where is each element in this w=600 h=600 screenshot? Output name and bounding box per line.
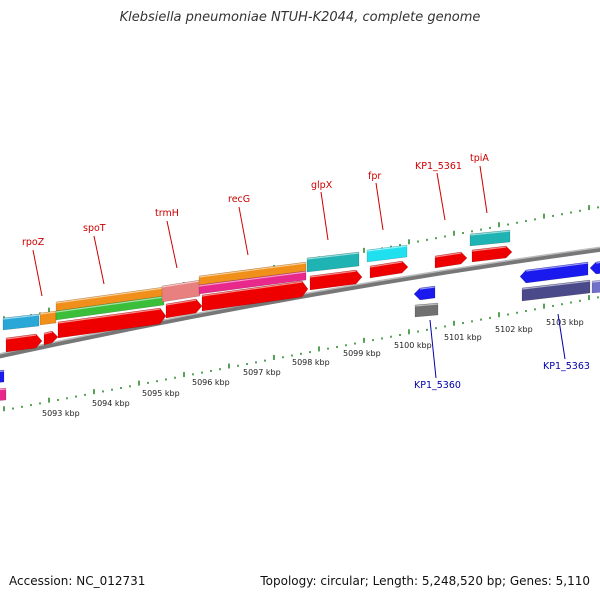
scale-tick-label: 5099 kbp: [343, 349, 381, 358]
gene-arrow: [519, 261, 589, 284]
feature-box: [0, 387, 7, 401]
gene-label: trmH: [155, 208, 179, 219]
scale-tick-label: 5101 kbp: [444, 333, 482, 342]
feature-box: [414, 302, 439, 318]
gene-arrow: [43, 330, 59, 346]
feature-box: [521, 279, 591, 302]
feature-box: [366, 244, 408, 263]
feature-box: [39, 310, 57, 326]
gene-labels: rpoZ spoT trmH recG glpX fpr KP1_5361 tpiA KP1_5…: [22, 153, 590, 391]
gene-label: KP1_5360: [414, 380, 461, 391]
gene-arrow: [589, 261, 600, 275]
gene-arrow: [57, 307, 167, 339]
gene-arrow: [0, 369, 5, 383]
scale-tick-label: 5094 kbp: [92, 399, 130, 408]
gene-label: recG: [228, 194, 250, 205]
scale-tick-label: 5100 kbp: [394, 341, 432, 350]
map-title: Klebsiella pneumoniae NTUH-K2044, comple…: [119, 10, 481, 25]
feature-box: [591, 280, 600, 294]
feature-box: [306, 251, 360, 273]
inner-dot-track: [3, 295, 599, 412]
gene-label: glpX: [311, 180, 333, 191]
gene-label: tpiA: [470, 153, 489, 164]
scale-tick-label: 5095 kbp: [142, 389, 180, 398]
feature-box: [55, 295, 165, 321]
genome-summary-text: Topology: circular; Length: 5,248,520 bp…: [260, 574, 590, 588]
gene-arrow: [5, 333, 43, 353]
feature-tracks: [0, 229, 600, 401]
scale-ticks: 5093 kbp 5094 kbp 5095 kbp 5096 kbp 5097 kbp…: [42, 318, 584, 418]
scale-tick-label: 5103 kbp: [546, 318, 584, 327]
scale-tick-label: 5098 kbp: [292, 358, 330, 367]
scale-tick-label: 5097 kbp: [243, 368, 281, 377]
gene-arrow: [413, 285, 436, 301]
gene-label: KP1_5361: [415, 161, 462, 172]
gene-label: rpoZ: [22, 237, 45, 248]
scale-tick-label: 5096 kbp: [192, 378, 230, 387]
gene-arrow: [201, 280, 309, 312]
gene-label: fpr: [368, 171, 381, 182]
gene-label: spoT: [83, 223, 106, 234]
feature-box: [161, 279, 201, 303]
scale-tick-label: 5093 kbp: [42, 409, 80, 418]
gene-label: KP1_5363: [543, 361, 590, 372]
scale-tick-label: 5102 kbp: [495, 325, 533, 334]
accession-text: Accession: NC_012731: [9, 574, 146, 588]
feature-box: [198, 270, 307, 295]
